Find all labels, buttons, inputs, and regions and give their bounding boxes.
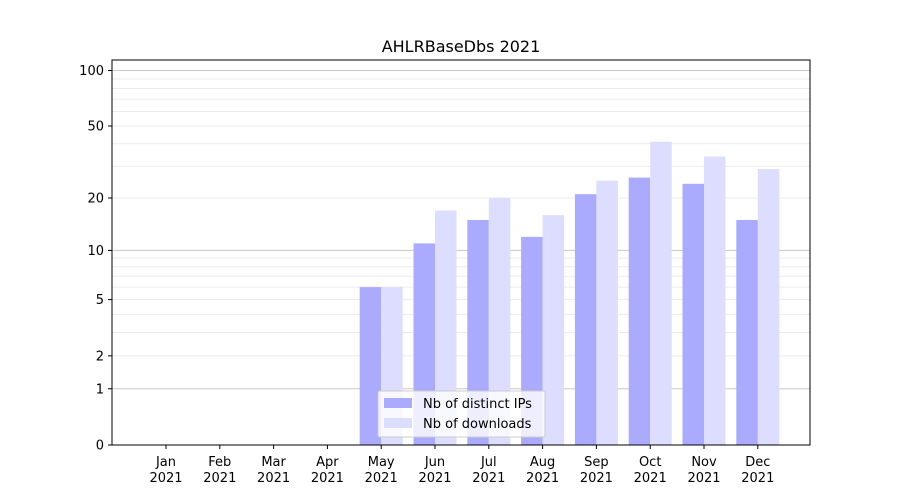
y-tick-label: 20 [87, 191, 104, 206]
bar-distinct-ips [467, 220, 489, 445]
plot-frame [111, 59, 811, 446]
x-tick-label: 2021 [365, 471, 398, 486]
x-tick-label: 2021 [257, 471, 290, 486]
bar-downloads [650, 141, 672, 446]
x-tick-label: Aug [530, 455, 555, 470]
y-tick-label: 0 [96, 439, 104, 454]
legend-box [377, 390, 546, 438]
x-tick-label: 2021 [741, 471, 774, 486]
y-tick-label: 2 [96, 349, 104, 364]
x-tick-label: 2021 [311, 471, 344, 486]
x-tick-label: 2021 [526, 471, 559, 486]
x-tick-label: 2021 [687, 471, 720, 486]
x-tick-label: Nov [691, 455, 717, 470]
bar-downloads [488, 197, 511, 445]
x-tick-label: Jul [480, 455, 497, 470]
x-tick-label: Oct [639, 455, 661, 470]
x-tick-label: Dec [745, 455, 770, 470]
legend-label: Nb of distinct IPs [423, 397, 532, 412]
x-tick-label: Apr [316, 455, 339, 470]
bar-distinct-ips [359, 287, 382, 445]
y-tick-label: 1 [96, 382, 104, 397]
chart-title: AHLRBaseDbs 2021 [382, 37, 541, 56]
bar-downloads [704, 156, 726, 445]
bar-downloads [757, 169, 780, 446]
x-tick-label: Feb [208, 455, 231, 470]
bar-distinct-ips [682, 183, 704, 445]
y-tick-label: 10 [87, 244, 104, 259]
bar-downloads [596, 180, 618, 445]
bar-downloads [435, 210, 457, 445]
bar-distinct-ips [574, 194, 597, 445]
x-tick-label: 2021 [149, 471, 182, 486]
legend-swatch [384, 418, 412, 428]
y-tick-label: 100 [79, 64, 104, 79]
x-tick-label: 2021 [634, 471, 667, 486]
x-tick-label: 2021 [472, 471, 505, 486]
x-tick-label: 2021 [203, 471, 236, 486]
x-tick-label: Jan [155, 455, 176, 470]
x-tick-label: Jun [424, 455, 445, 470]
x-tick-label: 2021 [418, 471, 451, 486]
x-tick-label: May [368, 455, 395, 470]
bar-downloads [542, 215, 565, 445]
x-tick-label: 2021 [580, 471, 613, 486]
y-tick-label: 5 [96, 293, 104, 308]
legend-swatch [384, 398, 412, 408]
legend-label: Nb of downloads [423, 417, 532, 432]
bar-distinct-ips [736, 220, 758, 445]
x-tick-label: Mar [261, 455, 286, 470]
bar-distinct-ips [628, 177, 651, 445]
x-tick-label: Sep [584, 455, 609, 470]
y-tick-label: 50 [87, 119, 104, 134]
